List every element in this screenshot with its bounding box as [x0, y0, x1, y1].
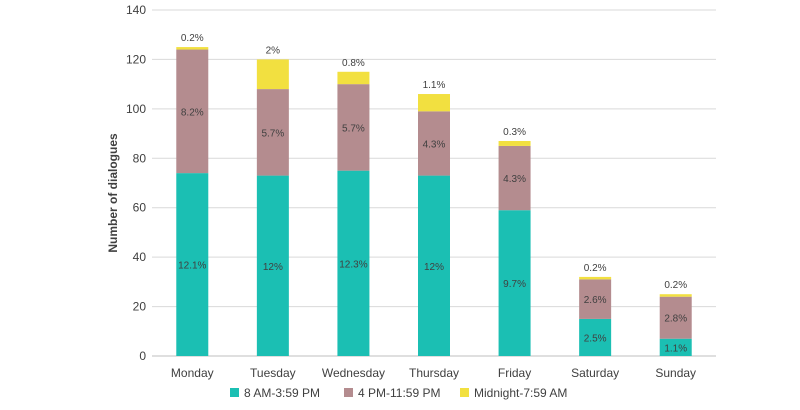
bar-segment — [659, 296, 692, 339]
x-category-label: Tuesday — [250, 366, 296, 380]
bars — [176, 47, 692, 356]
segment-value-label: 12.1% — [178, 261, 206, 272]
legend-label: Midnight-7:59 AM — [474, 386, 567, 400]
bar-segment — [337, 71, 370, 85]
segment-value-label: 0.3% — [503, 127, 526, 138]
segment-value-label: 4.3% — [503, 174, 526, 185]
segment-value-label: 5.7% — [261, 128, 284, 139]
bar-segment — [256, 175, 289, 356]
bar-segment — [498, 210, 531, 356]
bar-segment — [418, 94, 450, 112]
segment-value-label: 4.3% — [423, 139, 446, 150]
y-tick-label: 60 — [133, 201, 147, 215]
legend-label: 8 AM-3:59 PM — [244, 386, 320, 400]
y-tick-label: 140 — [126, 3, 146, 17]
segment-value-label: 12% — [424, 262, 444, 273]
x-category-label: Wednesday — [322, 366, 385, 380]
segment-value-label: 5.7% — [342, 123, 365, 134]
y-axis-ticks: 0 20 40 60 80 100 120 140 — [126, 3, 146, 363]
bar-segment — [176, 47, 209, 50]
bar-segment — [579, 279, 612, 319]
legend-swatch — [344, 388, 353, 397]
segment-value-label: 0.8% — [342, 58, 365, 69]
bar-segment — [256, 59, 289, 90]
bar-segment — [418, 175, 450, 356]
y-axis-title: Number of dialogues — [106, 133, 120, 253]
legend: 8 AM-3:59 PM 4 PM-11:59 PM Midnight-7:59 A… — [230, 386, 567, 400]
x-axis-categories: Monday Tuesday Wednesday Thursday Friday Satu… — [171, 366, 696, 380]
segment-value-label: 2.5% — [584, 333, 607, 344]
y-tick-label: 0 — [139, 349, 146, 363]
bar-segment — [418, 111, 450, 176]
segment-value-label: 0.2% — [584, 263, 607, 274]
segment-value-label: 2.8% — [664, 314, 687, 325]
y-tick-label: 100 — [126, 102, 146, 116]
x-category-label: Monday — [171, 366, 214, 380]
y-tick-label: 120 — [126, 52, 146, 66]
bar-segment — [337, 84, 370, 171]
legend-swatch — [460, 388, 469, 397]
x-category-label: Friday — [498, 366, 531, 380]
legend-swatch — [230, 388, 239, 397]
segment-value-label: 9.7% — [503, 279, 526, 290]
x-category-label: Thursday — [409, 366, 459, 380]
bar-segment — [579, 318, 612, 356]
bar-segment — [659, 294, 692, 297]
bar-segment — [256, 89, 289, 176]
bar-segment — [498, 145, 531, 211]
segment-value-label: 12% — [263, 262, 283, 273]
segment-value-label: 0.2% — [181, 33, 204, 44]
y-tick-label: 40 — [133, 250, 147, 264]
y-tick-label: 80 — [133, 151, 147, 165]
segment-value-label: 12.3% — [339, 259, 367, 270]
y-tick-label: 20 — [133, 300, 147, 314]
bar-segment — [337, 170, 370, 356]
legend-label: 4 PM-11:59 PM — [358, 386, 440, 400]
segment-value-label: 0.2% — [664, 280, 687, 291]
segment-value-label: 8.2% — [181, 107, 204, 118]
data-labels: 12.1% 8.2% 0.2% 12% 5.7% 2% 12.3% 5.7% 0.8% 12% 4.… — [178, 33, 687, 354]
x-category-label: Saturday — [571, 366, 619, 380]
segment-value-label: 1.1% — [664, 343, 687, 354]
segment-value-label: 2.6% — [584, 295, 607, 306]
bar-segment — [176, 49, 209, 174]
bar-segment — [498, 140, 531, 146]
bar-segment — [176, 173, 209, 356]
x-category-label: Sunday — [655, 366, 696, 380]
bar-segment — [579, 276, 612, 280]
segment-value-label: 1.1% — [423, 80, 446, 91]
bar-segment — [659, 338, 692, 356]
segment-value-label: 2% — [266, 45, 281, 56]
